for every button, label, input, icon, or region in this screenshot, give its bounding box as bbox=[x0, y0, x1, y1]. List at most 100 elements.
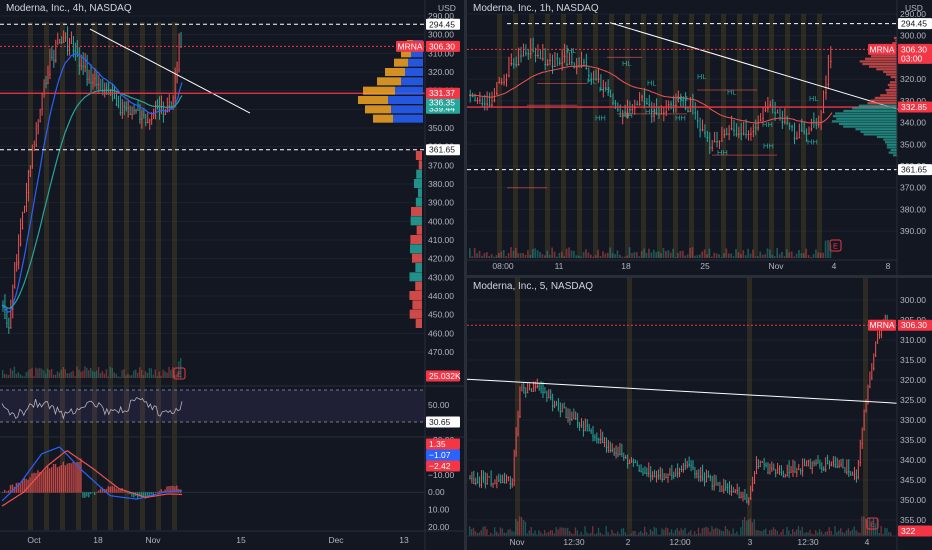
chart-1h-volume-bar bbox=[599, 255, 602, 258]
chart-4h-volume-bar bbox=[39, 367, 41, 378]
chart-1h-session-band bbox=[641, 14, 646, 258]
chart-4h-candle bbox=[49, 74, 51, 76]
chart-1h-volume-bar bbox=[662, 247, 665, 258]
chart-5m-candle bbox=[575, 418, 577, 420]
chart-1h-price-0-tag: 361.65 bbox=[901, 165, 927, 175]
chart-1h-candle bbox=[633, 107, 636, 109]
chart-4h-xtick: 15 bbox=[236, 535, 246, 545]
chart-5m-candle bbox=[701, 478, 704, 480]
chart-5m-candle bbox=[742, 495, 744, 497]
chart-5m-candle bbox=[605, 446, 608, 448]
chart-4h-session-band bbox=[108, 22, 113, 530]
chart-5m-svg[interactable]: E 355.00 350.00 345.00 340.00 335.00 330.00 325… bbox=[467, 278, 932, 550]
chart-5m-candle bbox=[665, 477, 667, 479]
chart-4h-xtick: 13 bbox=[399, 535, 409, 545]
chart-1h-volume-bar bbox=[669, 252, 672, 258]
chart-1h-candle bbox=[568, 63, 571, 65]
chart-4h-svg[interactable]: E USD 470.00 460.00 450.00 440.00 430.00 420.00… bbox=[0, 0, 464, 550]
chart-5m-candle bbox=[651, 475, 654, 477]
chart-5m-volume-bar bbox=[801, 527, 803, 536]
chart-4h-candle bbox=[72, 50, 75, 52]
chart-5m-candle bbox=[821, 468, 823, 470]
chart-4h-volume-bar bbox=[76, 366, 78, 378]
chart-4h-candle bbox=[51, 56, 53, 58]
chart-1h-volume-profile-bar bbox=[870, 99, 897, 102]
chart-4h-ytick: 370.00 bbox=[428, 160, 454, 170]
chart-5m-candle bbox=[823, 468, 825, 470]
chart-5m-session-band bbox=[627, 278, 632, 536]
chart-5m-candle bbox=[805, 465, 808, 467]
chart-5m-candle bbox=[551, 405, 554, 407]
macd-tag-2-tag-bg bbox=[426, 460, 460, 472]
chart-4h-candle bbox=[78, 64, 80, 66]
chart-1h-volume-bar bbox=[594, 255, 597, 258]
macd-tag-0-tag: 1.35 bbox=[429, 439, 446, 449]
chart-1h-pane[interactable]: Moderna, Inc., 1h, NASDAQ HH HH HH HH HH HH HH… bbox=[467, 0, 932, 275]
chart-5m-volume-bar bbox=[634, 530, 636, 536]
chart-5m-xtick: 2 bbox=[626, 537, 631, 547]
chart-1h-price-1-tag-bg bbox=[898, 101, 932, 113]
macd-histogram-bar bbox=[109, 486, 111, 493]
chart-4h-volume-profile-down bbox=[377, 77, 401, 86]
chart-1h-volume-bar bbox=[469, 248, 471, 258]
chart-4h-volume-bar bbox=[68, 373, 70, 378]
chart-4h-price-2-tag-bg bbox=[426, 97, 460, 109]
chart-1h-candle bbox=[532, 50, 534, 52]
chart-1h-candle bbox=[783, 121, 786, 123]
chart-1h-volume-bar bbox=[790, 251, 793, 258]
chart-4h-pane[interactable]: Moderna, Inc., 4h, NASDAQ E USD 470.00 460.… bbox=[0, 0, 464, 550]
macd-histogram-bar bbox=[168, 486, 170, 493]
chart-5m-volume-bar bbox=[724, 526, 727, 536]
chart-4h-volume-profile-up bbox=[391, 105, 423, 114]
chart-1h-volume-bar bbox=[752, 249, 754, 258]
chart-1h-candle bbox=[491, 104, 493, 106]
chart-1h-volume-bar bbox=[539, 252, 541, 258]
chart-1h-price-2-tag: 306.30 bbox=[901, 44, 927, 54]
chart-5m-volume-bar bbox=[574, 527, 577, 536]
chart-4h-volume-bar bbox=[166, 372, 168, 378]
macd-histogram-bar bbox=[84, 492, 86, 498]
chart-5m-candle bbox=[844, 471, 846, 473]
chart-5m-volume-bar bbox=[476, 532, 479, 536]
chart-5m-volume-bar bbox=[890, 532, 892, 536]
chart-5m-volume-bar bbox=[670, 529, 673, 536]
chart-4h-volume-bar bbox=[138, 367, 141, 378]
chart-4h-volume-bar bbox=[31, 367, 33, 378]
chart-4h-candle bbox=[29, 171, 32, 173]
chart-1h-session-band bbox=[817, 14, 822, 258]
structure-label-hh: HH bbox=[622, 111, 633, 120]
chart-5m-volume-bar bbox=[774, 529, 777, 536]
chart-1h-volume-bar bbox=[577, 255, 580, 258]
chart-5m-candle bbox=[494, 483, 496, 485]
chart-1h-volume-bar bbox=[807, 255, 810, 258]
chart-4h-candle bbox=[55, 59, 57, 61]
chart-1h-candle bbox=[544, 63, 547, 65]
chart-1h-candle bbox=[708, 147, 711, 149]
rsi-tick: 50.00 bbox=[428, 400, 450, 410]
chart-5m-candle bbox=[503, 482, 506, 484]
chart-1h-volume-bar bbox=[619, 254, 621, 258]
pane-divider-horizontal[interactable] bbox=[467, 275, 932, 278]
chart-1h-session-band bbox=[769, 14, 774, 258]
structure-label-hh: HH bbox=[675, 113, 686, 122]
chart-5m-pane[interactable]: Moderna, Inc., 5, NASDAQ E 355.00 350.00 34… bbox=[467, 278, 932, 550]
chart-4h-volume-profile-up bbox=[408, 58, 423, 67]
chart-5m-candle bbox=[615, 452, 617, 454]
chart-1h-volume-bar bbox=[621, 256, 624, 258]
chart-1h-candle bbox=[752, 131, 755, 133]
chart-1h-volume-bar bbox=[609, 247, 612, 258]
chart-5m-candle bbox=[528, 388, 531, 390]
pane-divider-vertical[interactable] bbox=[464, 0, 467, 550]
chart-1h-candle bbox=[500, 82, 503, 84]
chart-5m-volume-bar bbox=[568, 531, 571, 536]
chart-5m-candle bbox=[542, 391, 544, 393]
macd-histogram-bar bbox=[105, 488, 108, 493]
chart-4h-volume-bar bbox=[97, 366, 100, 378]
chart-5m-volume-bar bbox=[872, 518, 875, 536]
chart-1h-volume-bar bbox=[715, 253, 718, 258]
chart-1h-candle bbox=[527, 53, 530, 55]
chart-1h-volume-bar bbox=[701, 251, 704, 258]
chart-5m-volume-bar bbox=[593, 534, 596, 536]
chart-4h-candle bbox=[135, 110, 137, 112]
